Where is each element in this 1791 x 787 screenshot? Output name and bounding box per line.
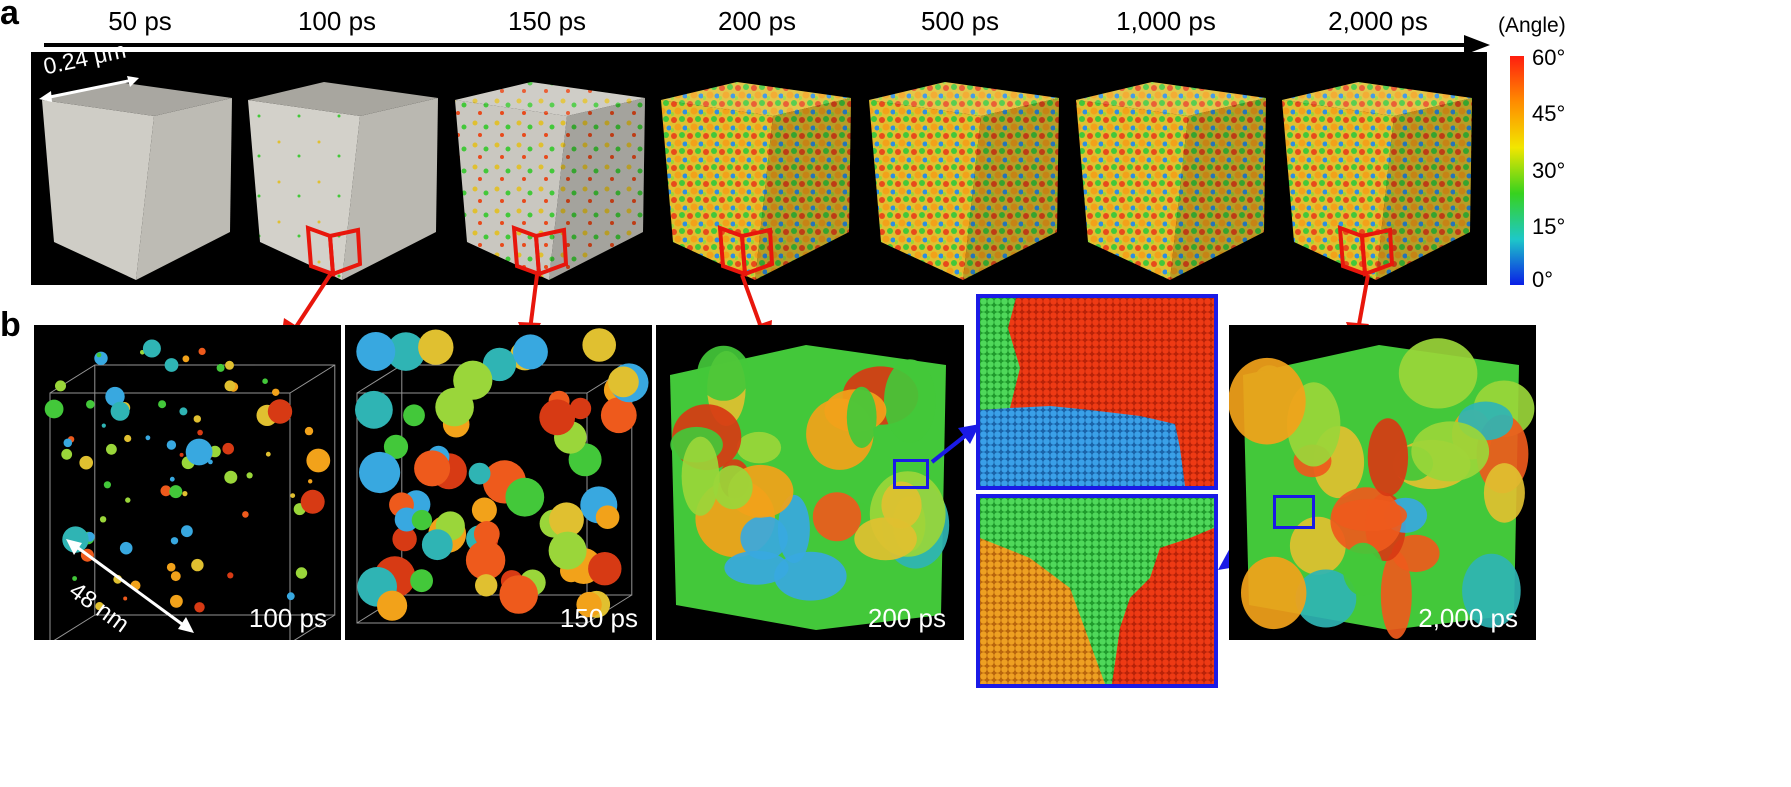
colorbar-tick-30: 30° <box>1532 158 1566 183</box>
scale-arrow-a <box>39 76 139 102</box>
colorbar <box>1510 56 1524 285</box>
time-label-500: 500 ps <box>920 6 1000 36</box>
cube-series <box>42 82 1472 280</box>
panel-b-letter: b <box>0 306 21 344</box>
closeup-2000ps-render <box>980 498 1214 684</box>
tile-2000ps-render <box>1229 338 1535 639</box>
cube-6 <box>1282 82 1472 280</box>
time-label-1000: 1,000 ps <box>1116 6 1216 36</box>
time-label-150: 150 ps <box>507 6 587 36</box>
time-label-100: 100 ps <box>297 6 377 36</box>
tile-200ps: 200 ps <box>656 325 964 640</box>
tile-150ps-render <box>355 328 649 624</box>
cube-1 <box>248 82 438 280</box>
colorbar-tick-45: 45° <box>1532 101 1566 126</box>
tile-label-200: 200 ps <box>867 603 946 633</box>
colorbar-tick-15: 15° <box>1532 214 1566 239</box>
panel-a-letter: a <box>0 0 19 32</box>
time-label-200: 200 ps <box>717 6 797 36</box>
colorbar-title: (Angle) <box>1498 14 1566 37</box>
closeup-200ps-render <box>980 298 1214 486</box>
tile-label-2000: 2,000 ps <box>1418 603 1518 633</box>
time-arrow <box>44 35 1490 55</box>
closeup-200ps <box>976 294 1218 490</box>
cube-5 <box>1076 82 1266 280</box>
time-label-50: 50 ps <box>108 6 172 36</box>
detail-box-2000 <box>1273 495 1315 529</box>
cube-0 <box>42 82 232 280</box>
cube-4 <box>869 82 1059 280</box>
detail-box-200 <box>893 459 929 489</box>
tile-label-100: 100 ps <box>248 603 327 633</box>
panel-a-strip: 0.24 μm <box>31 37 1487 285</box>
scale-arrow-b <box>66 539 194 633</box>
closeup-2000ps <box>976 494 1218 688</box>
time-label-2000: 2,000 ps <box>1328 6 1428 36</box>
colorbar-tick-60: 60° <box>1532 45 1566 70</box>
colorbar-tick-0: 0° <box>1532 267 1554 292</box>
tile-100ps: 48 nm 100 ps <box>34 325 341 640</box>
tile-150ps: 150 ps <box>345 325 652 640</box>
tile-label-150: 150 ps <box>559 603 638 633</box>
tile-100ps-render <box>44 339 336 640</box>
tile-2000ps: 2,000 ps <box>1229 325 1536 640</box>
tile-200ps-render <box>670 345 950 630</box>
